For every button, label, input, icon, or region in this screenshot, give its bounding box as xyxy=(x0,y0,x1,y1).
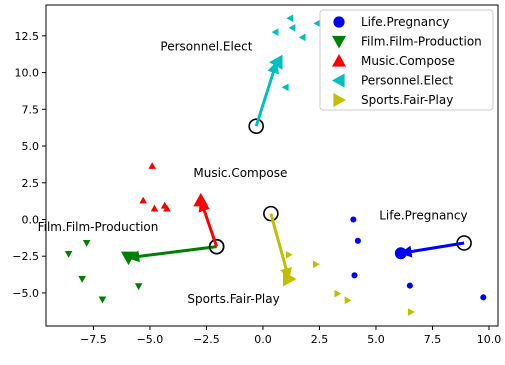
series-film-film-production: Film.Film-Production xyxy=(38,220,225,304)
x-tick-label: −2.5 xyxy=(193,333,220,346)
sports-fair-play-annotation: Sports.Fair-Play xyxy=(187,292,279,306)
film-film-production-centroid xyxy=(120,251,136,266)
personnel-elect-point xyxy=(271,28,279,36)
sports-fair-play-point xyxy=(334,289,342,298)
x-tick-label: −7.5 xyxy=(80,333,107,346)
legend: Life.Pregnancy Film.Film-Production Music.… xyxy=(319,9,494,111)
sports-fair-play-point xyxy=(407,308,415,316)
x-axis: −7.5 −5.0 −2.5 0.0 2.5 5.0 7.5 10.0 xyxy=(80,326,501,346)
legend-label-life-pregnancy: Life.Pregnancy xyxy=(361,15,449,29)
sports-fair-play-centroid xyxy=(282,271,297,287)
personnel-elect-point xyxy=(298,33,306,42)
legend-item-sports-fair-play: Sports.Fair-Play xyxy=(333,93,453,107)
series-music-compose: Music.Compose xyxy=(139,162,287,255)
personnel-elect-centroid xyxy=(269,54,283,70)
sports-fair-play-point xyxy=(313,260,320,269)
personnel-elect-point xyxy=(281,83,289,92)
y-tick-label: 2.5 xyxy=(22,177,40,190)
film-film-production-point xyxy=(82,239,91,247)
series-sports-fair-play: Sports.Fair-Play xyxy=(187,205,415,316)
x-tick-label: −5.0 xyxy=(137,333,164,346)
legend-label-film-film-production: Film.Film-Production xyxy=(361,35,482,49)
personnel-elect-point xyxy=(313,19,321,28)
legend-item-film-film-production: Film.Film-Production xyxy=(332,35,482,49)
legend-item-personnel-elect: Personnel.Elect xyxy=(332,73,453,88)
life-pregnancy-point xyxy=(480,294,487,301)
sports-fair-play-point xyxy=(344,296,352,305)
legend-item-music-compose: Music.Compose xyxy=(332,54,455,68)
life-pregnancy-annotation: Life.Pregnancy xyxy=(379,208,467,222)
film-film-production-point xyxy=(98,296,107,304)
legend-label-music-compose: Music.Compose xyxy=(361,54,455,68)
film-film-production-arrow xyxy=(127,245,217,263)
music-compose-arrow xyxy=(198,199,219,248)
legend-item-life-pregnancy: Life.Pregnancy xyxy=(333,15,449,29)
personnel-elect-arrow xyxy=(254,61,279,127)
series-life-pregnancy: Life.Pregnancy xyxy=(350,208,487,301)
x-tick-label: 7.5 xyxy=(424,333,442,346)
y-tick-label: 7.5 xyxy=(22,103,40,116)
music-compose-centroid xyxy=(193,192,209,207)
legend-marker-personnel-elect xyxy=(332,73,345,88)
life-pregnancy-point xyxy=(354,237,361,244)
music-compose-point xyxy=(163,204,171,212)
personnel-elect-origin-ring xyxy=(248,118,264,135)
legend-marker-life-pregnancy xyxy=(333,16,345,28)
y-tick-label: 12.5 xyxy=(15,30,40,43)
sports-fair-play-arrow xyxy=(269,213,292,281)
film-film-production-point xyxy=(134,283,143,291)
legend-marker-sports-fair-play xyxy=(333,93,346,107)
x-tick-label: 10.0 xyxy=(477,333,502,346)
film-film-production-point xyxy=(64,250,73,258)
legend-label-sports-fair-play: Sports.Fair-Play xyxy=(361,93,453,107)
plot-marks: Life.Pregnancy Film.Film-Production Music.… xyxy=(38,14,487,316)
x-tick-label: 2.5 xyxy=(311,333,329,346)
music-compose-point xyxy=(150,204,159,212)
y-axis: −5.0 −2.5 0.0 2.5 5.0 7.5 10.0 12.5 xyxy=(12,30,46,300)
film-film-production-point xyxy=(78,275,86,283)
personnel-elect-point xyxy=(288,23,296,32)
film-film-production-annotation: Film.Film-Production xyxy=(38,220,159,234)
legend-marker-music-compose xyxy=(332,54,346,67)
personnel-elect-annotation: Personnel.Elect xyxy=(160,40,252,54)
legend-marker-film-film-production xyxy=(332,35,346,49)
life-pregnancy-arrow xyxy=(399,241,465,258)
music-compose-annotation: Music.Compose xyxy=(193,166,287,180)
y-tick-label: 10.0 xyxy=(15,67,40,80)
legend-label-personnel-elect: Personnel.Elect xyxy=(361,74,453,88)
y-tick-label: −5.0 xyxy=(12,287,39,300)
legend-box xyxy=(319,9,494,111)
music-compose-point xyxy=(139,196,147,204)
music-compose-origin-ring xyxy=(208,238,225,255)
personnel-elect-point xyxy=(286,14,294,23)
series-personnel-elect: Personnel.Elect xyxy=(160,14,321,135)
y-tick-label: 0.0 xyxy=(22,213,40,226)
sports-fair-play-point xyxy=(285,250,293,259)
plot-frame xyxy=(45,4,499,327)
music-compose-point xyxy=(148,162,157,169)
x-tick-label: 5.0 xyxy=(367,333,385,346)
life-pregnancy-point xyxy=(350,216,357,223)
life-pregnancy-point xyxy=(406,282,413,289)
y-tick-label: −2.5 xyxy=(12,250,39,263)
y-tick-label: 5.0 xyxy=(22,140,40,153)
life-pregnancy-point xyxy=(351,272,358,279)
x-tick-label: 0.0 xyxy=(254,333,272,346)
sports-fair-play-origin-ring xyxy=(263,205,279,222)
life-pregnancy-centroid xyxy=(394,247,407,260)
